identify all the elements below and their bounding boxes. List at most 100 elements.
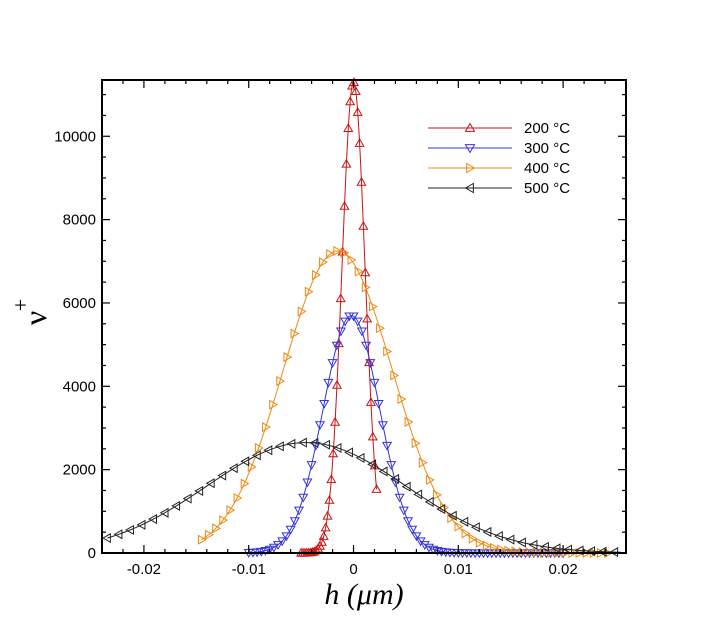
data-point <box>205 529 214 540</box>
data-point <box>394 493 405 503</box>
data-point <box>340 317 351 327</box>
data-point <box>304 286 314 297</box>
data-point <box>269 399 279 410</box>
data-point <box>397 394 407 405</box>
data-point <box>302 478 313 488</box>
data-point <box>228 463 238 474</box>
data-point <box>159 507 169 518</box>
x-tick-label: 0.01 <box>444 561 473 578</box>
data-point <box>386 461 397 470</box>
data-point <box>335 327 347 337</box>
data-point <box>540 541 549 552</box>
data-point <box>217 470 227 481</box>
data-point <box>102 532 111 544</box>
data-point <box>306 461 317 470</box>
y-axis-title: ν + <box>8 299 53 325</box>
data-point <box>194 485 204 497</box>
data-point <box>369 460 380 470</box>
data-point <box>264 545 275 555</box>
data-point <box>125 524 134 535</box>
data-point <box>373 399 384 409</box>
data-point <box>361 282 371 293</box>
data-point <box>436 504 446 515</box>
data-point <box>273 541 284 550</box>
data-point <box>347 254 357 265</box>
data-point <box>367 459 377 470</box>
data-point <box>356 327 367 337</box>
legend-item: 200 °C <box>428 120 570 137</box>
data-point <box>331 341 342 351</box>
data-point <box>528 539 538 550</box>
legend-label: 300 °C <box>524 140 570 157</box>
data-point <box>367 431 378 441</box>
data-point <box>490 542 499 554</box>
legend-label: 500 °C <box>524 180 570 197</box>
data-point <box>268 543 279 553</box>
data-point <box>297 306 307 317</box>
data-point <box>289 517 300 527</box>
data-point <box>251 450 261 461</box>
data-point <box>254 442 264 454</box>
data-point <box>354 137 365 147</box>
y-tick-label: 4000 <box>63 378 96 395</box>
data-point <box>517 537 526 548</box>
data-point <box>330 416 341 426</box>
data-point <box>298 437 307 448</box>
legend-item: 500 °C <box>428 180 570 197</box>
data-point <box>407 525 418 535</box>
data-point <box>283 352 293 363</box>
legend-marker <box>466 162 476 174</box>
y-axis-title-sup: + <box>8 299 33 311</box>
data-point <box>148 514 158 525</box>
data-point <box>319 257 328 268</box>
data-point <box>424 496 434 508</box>
data-point <box>339 200 350 210</box>
data-point <box>323 378 334 388</box>
data-point <box>348 312 359 322</box>
series-3 <box>197 245 613 559</box>
plot-frame <box>101 79 627 554</box>
y-tick-label: 10000 <box>54 128 96 145</box>
y-axis-title-text: ν <box>17 311 53 325</box>
data-point <box>344 447 353 458</box>
data-point <box>418 457 428 468</box>
data-point <box>260 546 271 556</box>
data-point <box>219 515 229 526</box>
data-point <box>404 416 414 427</box>
data-point <box>321 439 330 450</box>
data-point <box>136 519 146 530</box>
data-point <box>433 489 442 500</box>
data-point <box>182 493 192 504</box>
data-point <box>377 421 388 431</box>
data-point <box>316 536 327 546</box>
data-point <box>328 448 339 458</box>
data-point <box>212 523 222 534</box>
data-point <box>345 96 356 106</box>
x-axis-title: h (μm) <box>324 578 403 611</box>
x-tick-label: 0.02 <box>549 561 578 578</box>
data-point <box>459 516 469 527</box>
data-point <box>360 267 371 277</box>
data-point <box>378 466 388 477</box>
data-point <box>276 375 286 387</box>
data-point <box>413 489 423 500</box>
x-tick-label: -0.02 <box>127 561 161 578</box>
data-point <box>290 328 300 339</box>
data-point <box>383 346 393 357</box>
data-point <box>454 521 464 532</box>
data-point <box>482 540 492 551</box>
legend-marker <box>464 182 474 194</box>
y-tick-label: 8000 <box>63 212 96 229</box>
data-point <box>497 544 507 555</box>
series-line <box>201 250 611 554</box>
data-point <box>493 531 503 542</box>
data-point <box>362 313 373 323</box>
data-point <box>356 176 367 186</box>
data-point <box>358 220 369 230</box>
data-point <box>390 370 400 381</box>
data-point <box>398 506 409 516</box>
x-tick-label: -0.01 <box>232 561 266 578</box>
data-point <box>333 245 343 256</box>
data-point <box>240 478 250 489</box>
data-point <box>343 123 354 132</box>
